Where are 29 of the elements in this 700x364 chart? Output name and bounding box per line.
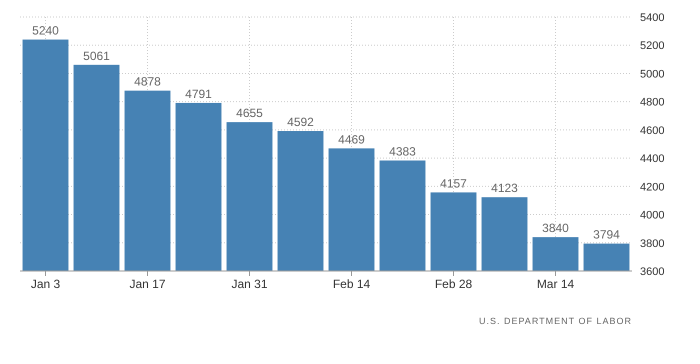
data-label: 4383 xyxy=(389,144,416,159)
data-label: 4655 xyxy=(236,106,264,120)
data-label: 4878 xyxy=(134,74,162,89)
x-tick-label: Jan 3 xyxy=(30,277,60,291)
y-tick-label: 5200 xyxy=(640,40,664,52)
x-tick-label: Feb 14 xyxy=(332,277,371,291)
data-label: 3794 xyxy=(593,228,620,242)
data-label: 5240 xyxy=(32,24,60,38)
y-tick-label: 4400 xyxy=(640,153,664,166)
data-label: 3840 xyxy=(542,221,570,236)
y-tick-label: 3800 xyxy=(640,238,664,250)
y-tick-label: 4200 xyxy=(640,181,664,194)
text: U.S. DEPARTMENT OF LABOR xyxy=(478,316,632,326)
y-tick-label: 5400 xyxy=(640,12,664,24)
data-label: 4123 xyxy=(491,181,518,196)
y-tick-label: 5000 xyxy=(640,68,664,80)
data-label: 4157 xyxy=(440,176,468,190)
x-tick-label: Feb 28 xyxy=(434,277,473,291)
data-label: 5061 xyxy=(83,48,110,63)
y-tick-label: 4000 xyxy=(640,210,664,222)
data-label: 4469 xyxy=(338,132,366,146)
y-tick-label: 4800 xyxy=(640,96,664,109)
y-tick-label: 4600 xyxy=(640,124,664,137)
x-tick-label: Mar 14 xyxy=(536,277,574,291)
y-tick-label: 3600 xyxy=(640,266,664,278)
data-label: 4592 xyxy=(287,115,314,130)
x-tick-label: Jan 31 xyxy=(231,277,268,291)
data-label: 4791 xyxy=(185,86,212,101)
x-tick-label: Jan 17 xyxy=(129,277,166,291)
